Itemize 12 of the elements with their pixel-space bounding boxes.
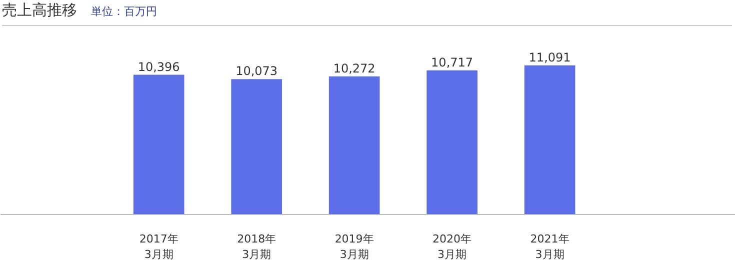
x-tick-label: 2021年 3月期 (530, 232, 570, 262)
data-label: 10,073 (236, 64, 278, 78)
data-label: 10,396 (138, 60, 180, 74)
chart-title: 売上高推移 (2, 1, 77, 19)
data-label: 11,091 (528, 50, 571, 64)
data-label: 10,717 (431, 55, 474, 70)
x-tick-label: 2017年 3月期 (139, 232, 178, 262)
chart-subtitle: 単位：百万円 (91, 5, 157, 18)
x-tick-label: 2020年 3月期 (432, 232, 472, 262)
data-label: 10,272 (333, 61, 376, 76)
x-tick-label: 2018年 3月期 (237, 232, 276, 262)
x-tick-label: 2019年 3月期 (334, 232, 374, 262)
